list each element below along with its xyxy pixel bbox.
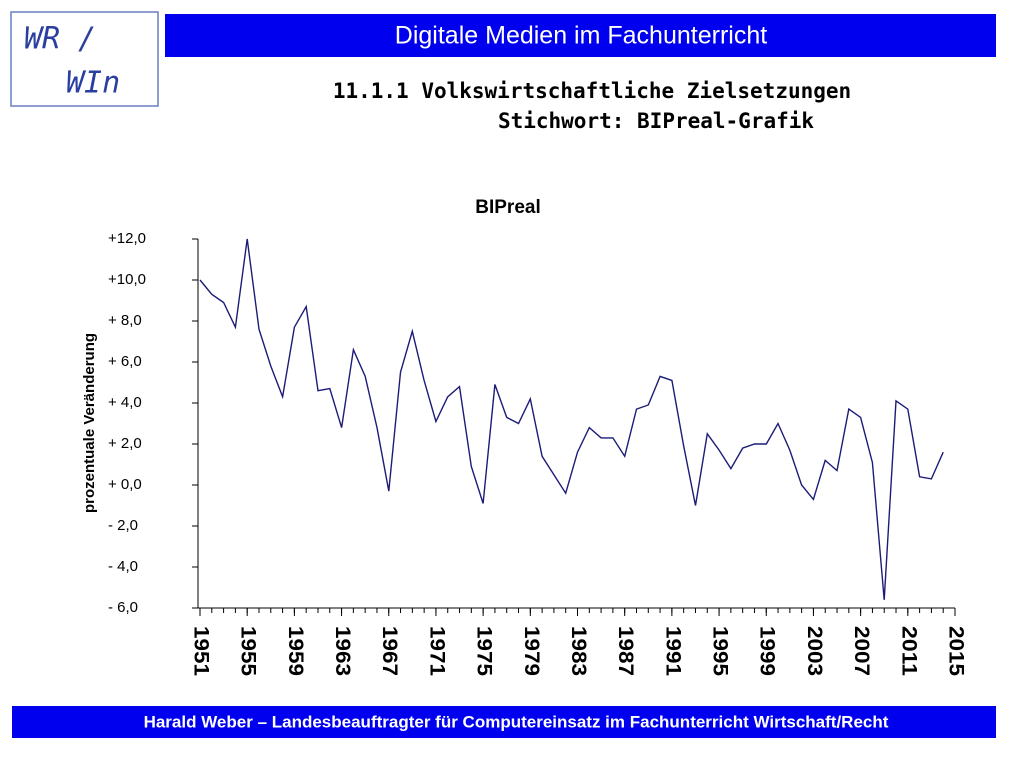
chart-title: BIPreal [475,197,540,218]
y-tick-label: + 8,0 [108,312,142,329]
x-tick-label: 1971 [425,626,448,676]
x-tick-label: 1987 [614,626,637,676]
banner [165,14,996,57]
x-tick-label: 1983 [567,626,590,676]
y-tick-label: + 4,0 [108,394,142,411]
y-tick-label: +10,0 [108,271,146,288]
data-line [199,238,944,600]
x-tick-label: 1999 [756,626,779,676]
y-tick-label: - 4,0 [108,558,138,575]
y-tick-label: + 2,0 [108,435,142,452]
x-tick-label: 1959 [284,626,307,676]
x-tick-label: 1951 [189,626,212,676]
footer-text: Harald Weber – Landesbeauftragter für Co… [144,712,889,731]
y-tick-label: - 2,0 [108,517,138,534]
y-tick-label: +12,0 [108,230,146,247]
footer-bar [12,706,996,738]
slide-subtitle: Stichwort: BIPreal-Grafik [498,109,814,133]
slide-title: 11.1.1 Volkswirtschaftliche Zielsetzunge… [333,79,851,103]
x-tick-label: 1991 [661,626,684,676]
x-tick-label: 2007 [850,626,873,676]
y-axis-label: prozentuale Veränderung [81,333,98,513]
logo-text: WR / [24,22,96,57]
logo-text: WIn [66,66,120,101]
plot: +12,0 +10,0 + 8,0 + 6,0 + 4,0 + 2,0 + 0,0 - 2,0… [108,230,967,676]
x-tick-label: 2003 [803,626,826,676]
logo-box [10,11,159,107]
x-tick-label: 1963 [331,626,354,676]
x-tick-label: 1967 [378,626,401,676]
x-tick-label: 1979 [520,626,543,676]
x-tick-label: 2011 [897,626,920,676]
y-tick-label: - 6,0 [108,599,138,616]
x-tick-label: 1995 [709,626,732,676]
x-tick-label: 2015 [944,626,967,676]
y-tick-label: + 0,0 [108,476,142,493]
x-tick-label: 1955 [237,626,260,676]
y-tick-label: + 6,0 [108,353,142,370]
x-tick-label: 1975 [473,626,496,676]
banner-text: Digitale Medien im Fachunterricht [395,22,767,50]
